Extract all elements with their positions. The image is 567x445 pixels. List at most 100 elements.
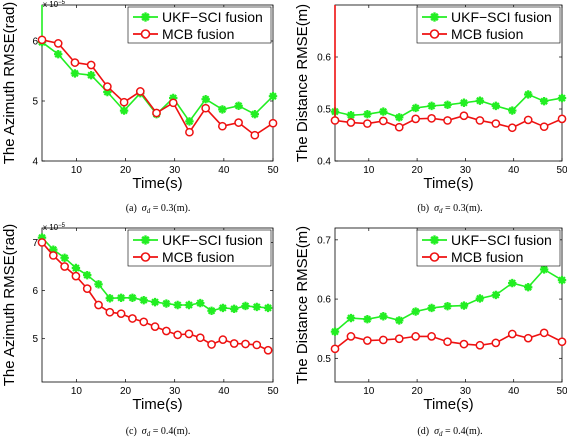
y-exponent-power: −5 <box>58 0 66 6</box>
caption-value: = 0.4(m). <box>150 426 190 437</box>
data-point <box>150 322 160 332</box>
y-axis-label: The Distance RMSE(m) <box>294 226 311 384</box>
x-tick-label: 10 <box>363 386 375 397</box>
y-tick-label: 0.4 <box>317 157 331 168</box>
data-point <box>459 111 469 121</box>
chart-panel-d: 10 20 30 40 50 0.5 0.6 0.7 Time(s) The Distance R… <box>294 226 567 438</box>
legend-label: MCB fusion <box>162 249 234 265</box>
series-line <box>41 5 274 123</box>
y-tick-label: 0.7 <box>317 235 331 246</box>
data-point <box>443 301 452 311</box>
data-point <box>173 330 183 340</box>
x-tick-label: 20 <box>120 386 132 397</box>
data-point <box>150 297 160 307</box>
data-point <box>169 93 178 103</box>
data-point <box>229 304 239 314</box>
y-tick-label: 5 <box>32 334 38 345</box>
data-point <box>346 332 356 341</box>
data-point <box>116 293 126 302</box>
series-mcb <box>37 238 273 355</box>
data-point <box>363 336 372 345</box>
data-point <box>54 50 63 59</box>
caption-sigma: σ <box>142 203 148 214</box>
caption-sub: d <box>147 207 151 215</box>
data-point <box>507 123 517 133</box>
data-point <box>557 275 567 285</box>
x-axis-label: Time(s) <box>132 396 182 413</box>
series-mcb <box>37 35 278 140</box>
data-point <box>86 60 96 70</box>
data-point <box>119 97 129 107</box>
data-point <box>268 118 278 128</box>
data-point <box>523 115 533 125</box>
legend-box <box>127 6 272 44</box>
data-point <box>508 106 517 115</box>
data-point <box>523 283 533 292</box>
legend-box <box>416 6 561 44</box>
data-point <box>523 333 533 343</box>
x-tick-label: 40 <box>218 165 230 176</box>
caption-value: = 0.3(m). <box>150 203 190 214</box>
data-point <box>53 39 63 48</box>
data-point <box>116 309 126 319</box>
y-tick-label: 0.6 <box>317 295 331 306</box>
data-point <box>37 35 47 45</box>
data-point <box>207 306 216 315</box>
legend-entry-mcb: MCB fusion <box>133 26 234 42</box>
data-point <box>427 303 436 313</box>
data-point <box>139 295 148 305</box>
data-point <box>475 116 485 125</box>
data-point <box>105 307 115 317</box>
legend-label: UKF−SCI fusion <box>451 232 552 248</box>
series-ukf-sci <box>330 90 567 122</box>
caption-sub: d <box>439 207 443 215</box>
data-point <box>395 113 404 122</box>
data-point <box>539 122 549 132</box>
data-point <box>70 58 80 67</box>
data-point <box>71 271 81 281</box>
y-tick-label: 6 <box>32 286 38 297</box>
panel-caption: (b) σd = 0.3(m). <box>417 203 482 215</box>
legend-swatch-marker <box>429 235 440 245</box>
data-point <box>105 294 115 303</box>
x-tick-label: 20 <box>412 386 424 397</box>
data-point <box>250 130 260 140</box>
data-point <box>185 127 194 137</box>
data-point <box>378 335 388 345</box>
y-tick-label: 7 <box>32 238 38 249</box>
data-point <box>86 71 96 80</box>
data-point <box>507 329 517 339</box>
chart-panel-b: 10 20 30 40 50 0.4 0.5 0.6 Time(s) The Distance R… <box>294 4 567 215</box>
plot-frame <box>334 227 563 383</box>
legend-swatch-marker <box>140 252 151 262</box>
data-point <box>241 339 250 349</box>
data-point <box>475 340 485 350</box>
data-point <box>427 101 436 111</box>
data-point <box>119 106 129 115</box>
caption-value: = 0.3(m). <box>443 203 483 214</box>
legend-entry-mcb: MCB fusion <box>422 249 523 265</box>
data-point <box>173 300 182 310</box>
data-point <box>128 314 137 323</box>
x-tick-label: 30 <box>460 386 472 397</box>
data-point <box>94 280 103 289</box>
caption-sigma: σ <box>142 426 148 437</box>
y-tick-label: 5 <box>32 97 38 108</box>
data-point <box>250 110 260 119</box>
data-point <box>185 117 194 126</box>
y-axis-label: The Azimuth RMSE(rad) <box>1 2 18 165</box>
caption-sub: d <box>439 430 443 438</box>
y-exponent-power: −5 <box>58 223 66 229</box>
data-point <box>161 326 171 336</box>
data-point <box>491 119 501 128</box>
caption-sub: d <box>147 430 151 438</box>
y-tick-label: 0.5 <box>317 105 331 116</box>
data-point <box>459 98 469 107</box>
data-point <box>60 262 69 271</box>
y-exponent-base: x 10 <box>43 223 59 232</box>
x-tick-label: 50 <box>556 165 567 176</box>
